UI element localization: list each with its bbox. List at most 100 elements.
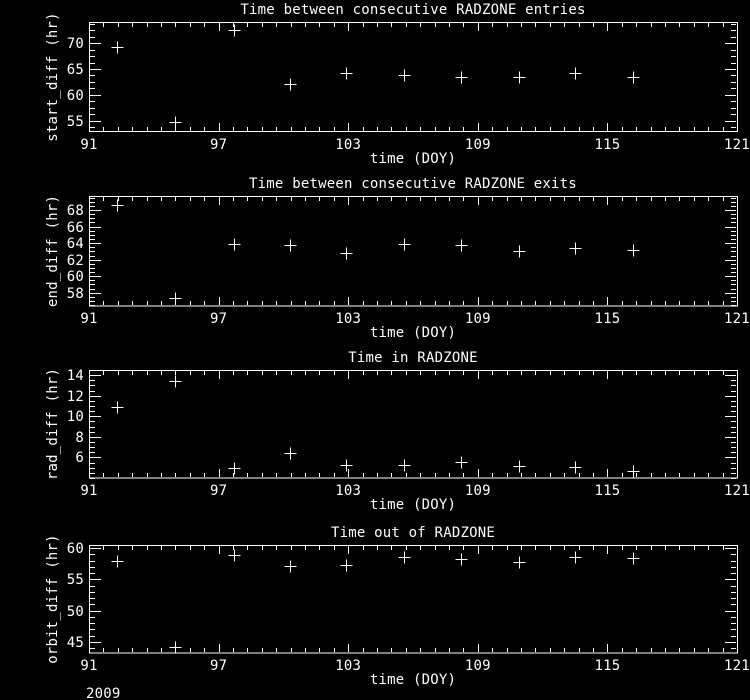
data-point-marker <box>455 456 468 469</box>
data-point-marker <box>398 551 411 564</box>
y-tick-label: 66 <box>67 220 84 236</box>
x-tick-label: 103 <box>335 483 361 499</box>
y-tick-label: 6 <box>75 450 84 466</box>
y-tick-label: 12 <box>67 389 84 405</box>
y-tick-label: 14 <box>67 368 84 384</box>
x-tick-label: 115 <box>594 137 620 153</box>
x-tick-label: 91 <box>80 483 97 499</box>
data-point-marker <box>398 238 411 251</box>
plot-area: 91 97 103 109 115 121 6 8 10 12 14 <box>67 368 750 499</box>
y-tick-label: 60 <box>67 269 84 285</box>
panel-start-diff: Time between consecutive RADZONE entries… <box>45 2 750 167</box>
data-point-marker <box>569 242 582 255</box>
y-tick-label: 65 <box>67 62 84 78</box>
y-axis-label: start_diff (hr) <box>45 12 61 141</box>
data-point-marker <box>627 465 640 478</box>
y-tick-label: 70 <box>67 36 84 52</box>
data-point-marker <box>569 551 582 564</box>
x-tick-label: 121 <box>724 483 750 499</box>
y-tick-label: 60 <box>67 88 84 104</box>
data-point-marker <box>169 641 182 654</box>
y-tick-label: 62 <box>67 253 84 269</box>
data-point-marker <box>627 552 640 565</box>
data-point-marker <box>513 245 526 258</box>
panel-end-diff: Time between consecutive RADZONE exits e… <box>45 176 750 341</box>
y-tick-label: 55 <box>67 572 84 588</box>
data-point-marker <box>340 459 353 472</box>
x-tick-label: 97 <box>210 137 227 153</box>
data-point-marker <box>627 71 640 84</box>
x-tick-label: 97 <box>210 483 227 499</box>
data-point-marker <box>569 461 582 474</box>
y-axis-label: orbit_diff (hr) <box>45 534 61 663</box>
data-point-marker <box>169 292 182 305</box>
data-point-marker <box>228 24 241 37</box>
y-tick-label: 64 <box>67 236 84 252</box>
x-tick-label: 115 <box>594 311 620 327</box>
x-tick-label: 91 <box>80 137 97 153</box>
data-point-marker <box>627 244 640 257</box>
x-tick-label: 91 <box>80 658 97 674</box>
panel-title: Time between consecutive RADZONE entries <box>240 2 585 18</box>
y-tick-label: 58 <box>67 286 84 302</box>
plot-area: 91 97 103 109 115 121 55 60 65 70 <box>67 23 750 153</box>
panel-title: Time between consecutive RADZONE exits <box>249 176 577 192</box>
plot-frame <box>89 370 738 479</box>
x-tick-label: 115 <box>594 658 620 674</box>
data-point-marker <box>340 559 353 572</box>
data-point-marker <box>111 401 124 414</box>
plot-area: 91 97 103 109 115 121 45 50 55 60 <box>67 541 750 674</box>
data-point-marker <box>284 560 297 573</box>
data-point-marker <box>398 459 411 472</box>
data-point-marker <box>513 460 526 473</box>
x-tick-label: 103 <box>335 311 361 327</box>
panel-orbit-diff: Time out of RADZONE orbit_diff (hr) time… <box>45 525 750 688</box>
data-point-marker <box>111 199 124 212</box>
y-axis-label: rad_diff (hr) <box>45 368 61 480</box>
x-axis-label: time (DOY) <box>370 672 456 688</box>
x-tick-label: 115 <box>594 483 620 499</box>
data-point-marker <box>455 239 468 252</box>
x-tick-label: 103 <box>335 137 361 153</box>
y-axis-label: end_diff (hr) <box>45 195 61 307</box>
y-tick-label: 10 <box>67 409 84 425</box>
x-tick-label: 109 <box>465 311 491 327</box>
x-axis-label: time (DOY) <box>370 151 456 167</box>
x-tick-label: 97 <box>210 311 227 327</box>
year-label: 2009 <box>86 686 121 700</box>
x-tick-label: 103 <box>335 658 361 674</box>
y-tick-label: 8 <box>75 430 84 446</box>
panel-rad-diff: Time in RADZONE rad_diff (hr) time (DOY)… <box>45 350 750 513</box>
x-tick-label: 91 <box>80 311 97 327</box>
data-point-marker <box>455 71 468 84</box>
x-tick-label: 121 <box>724 137 750 153</box>
data-point-marker <box>340 247 353 260</box>
panel-title: Time in RADZONE <box>348 350 477 366</box>
data-point-marker <box>111 555 124 568</box>
plot-frame <box>89 196 738 307</box>
data-point-marker <box>284 78 297 91</box>
data-point-marker <box>340 67 353 80</box>
data-point-marker <box>284 447 297 460</box>
data-point-marker <box>569 67 582 80</box>
data-point-marker <box>284 239 297 252</box>
x-axis-label: time (DOY) <box>370 497 456 513</box>
x-tick-label: 121 <box>724 658 750 674</box>
x-axis-label: time (DOY) <box>370 325 456 341</box>
x-tick-label: 97 <box>210 658 227 674</box>
data-point-marker <box>228 549 241 562</box>
y-tick-label: 45 <box>67 635 84 651</box>
x-tick-label: 109 <box>465 483 491 499</box>
x-tick-label: 121 <box>724 311 750 327</box>
data-point-marker <box>513 71 526 84</box>
x-tick-label: 109 <box>465 137 491 153</box>
y-tick-label: 50 <box>67 604 84 620</box>
y-tick-label: 55 <box>67 114 84 130</box>
data-point-marker <box>455 553 468 566</box>
plot-frame <box>89 545 738 654</box>
data-point-marker <box>111 41 124 54</box>
x-tick-label: 109 <box>465 658 491 674</box>
